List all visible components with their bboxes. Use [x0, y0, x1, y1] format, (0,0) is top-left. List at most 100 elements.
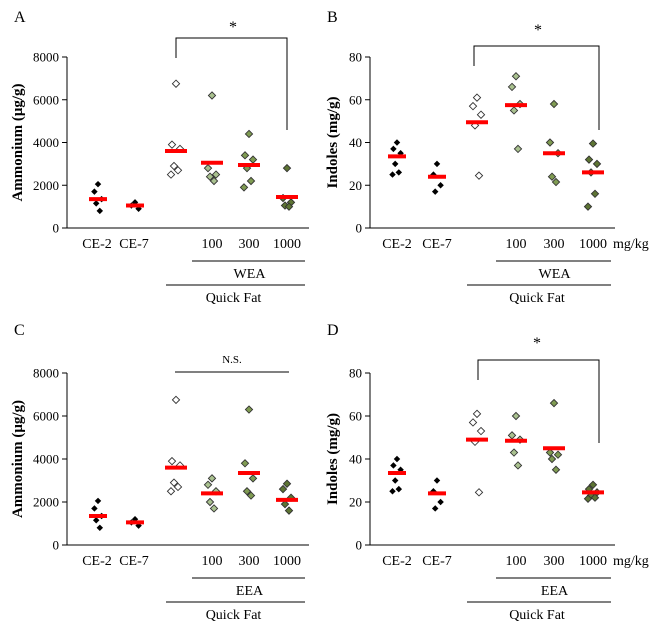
data-point [240, 459, 250, 468]
data-point [588, 139, 598, 148]
data-point [203, 163, 213, 173]
data-point [391, 477, 399, 484]
data-point [207, 91, 217, 100]
panel-letter: D [327, 322, 339, 339]
data-point [476, 110, 486, 119]
y-tick-label: 20 [349, 178, 362, 193]
y-tick-label: 80 [349, 50, 362, 65]
panel-b: B 0 20 40 60 80 Indoles (mg/g) CE-2 CE-7 100 300 10… [325, 9, 649, 306]
panel-letter: C [14, 322, 25, 339]
x-category-label: 100 [202, 237, 223, 252]
data-point [391, 160, 399, 168]
x-category-label: CE-2 [82, 554, 112, 569]
panel-letter: A [14, 9, 26, 26]
group-label: WEA [234, 267, 267, 282]
data-point [94, 180, 102, 188]
data-point [91, 505, 98, 512]
data-point [437, 182, 444, 189]
data-point [553, 450, 563, 459]
data-point [592, 159, 602, 169]
group-label: EEA [236, 584, 264, 599]
x-category-label: 100 [202, 554, 223, 569]
data-point [549, 99, 559, 109]
data-point [211, 170, 221, 179]
outer-label: Quick Fat [206, 608, 262, 623]
data-point [173, 482, 183, 492]
y-axis-label: Ammonium (μg/g) [10, 83, 26, 201]
significance-bracket [473, 45, 600, 130]
data-point [431, 505, 439, 512]
x-category-label: 100 [506, 237, 527, 252]
significance-label: N.S. [222, 354, 242, 366]
data-point [393, 139, 401, 146]
significance-label: * [229, 19, 237, 36]
x-category-label: 300 [544, 237, 565, 252]
x-category-label: CE-2 [382, 237, 412, 252]
data-point [244, 405, 254, 414]
y-tick-label: 0 [53, 538, 60, 553]
data-point [507, 82, 517, 92]
y-tick-label: 60 [349, 92, 362, 107]
data-point [513, 461, 523, 470]
data-point [207, 474, 217, 483]
group-label: EEA [541, 584, 569, 599]
y-tick-label: 2000 [33, 178, 59, 193]
data-point [246, 491, 256, 500]
y-tick-label: 2000 [33, 495, 59, 510]
data-point [590, 493, 600, 502]
y-tick-label: 0 [53, 221, 60, 236]
y-tick-label: 40 [349, 135, 362, 150]
data-point [282, 163, 292, 173]
y-axis-label: Ammonium (μg/g) [10, 400, 26, 518]
x-category-label: 300 [239, 237, 260, 252]
data-point [390, 145, 397, 153]
panel-d: D 0 20 40 60 80 Indoles (mg/g) CE-2 CE-7 100 300 10… [325, 322, 649, 623]
data-point [171, 395, 181, 405]
data-point [92, 517, 100, 524]
x-category-label: CE-7 [119, 554, 149, 569]
data-point [545, 138, 555, 147]
data-point [389, 488, 396, 495]
data-point [248, 474, 258, 483]
x-category-label: CE-2 [382, 554, 412, 569]
data-point [284, 506, 294, 515]
data-point [513, 144, 523, 154]
data-point [91, 188, 98, 195]
data-point [474, 171, 484, 180]
data-point [468, 418, 478, 427]
data-point [284, 202, 294, 211]
y-axis-label: Indoles (mg/g) [325, 96, 341, 188]
data-point [468, 101, 478, 111]
significance-label: * [533, 335, 541, 352]
data-point [590, 189, 600, 199]
data-point [169, 478, 179, 487]
data-point [280, 499, 290, 509]
data-point [169, 161, 179, 171]
data-point [248, 155, 258, 164]
data-point [588, 480, 598, 490]
x-category-label: 1000 [579, 554, 607, 569]
data-point [240, 151, 250, 160]
y-tick-label: 4000 [33, 452, 59, 467]
x-category-label: 100 [506, 554, 527, 569]
data-point [92, 200, 100, 207]
x-unit-label: mg/kg [613, 554, 649, 569]
data-point [94, 497, 102, 505]
panel-a: A 0 2000 4000 6000 8000 Ammonium (μg/g) CE-2 CE-… [10, 9, 309, 306]
significance-bracket [175, 37, 288, 130]
panel-c: C 0 2000 4000 6000 8000 Ammonium (μg/g) CE-2 CE-… [10, 322, 309, 623]
y-axis-label: Indoles (mg/g) [325, 413, 341, 505]
data-point [583, 494, 593, 504]
data-point [433, 477, 441, 484]
data-point [511, 411, 521, 421]
y-tick-label: 40 [349, 452, 362, 467]
x-category-label: 1000 [579, 237, 607, 252]
data-point [511, 72, 521, 81]
data-point [173, 166, 183, 175]
data-point [437, 498, 444, 506]
data-point [509, 448, 519, 457]
data-point [583, 202, 593, 211]
data-point [509, 106, 519, 115]
x-category-label: 300 [544, 554, 565, 569]
y-tick-label: 0 [356, 538, 363, 553]
